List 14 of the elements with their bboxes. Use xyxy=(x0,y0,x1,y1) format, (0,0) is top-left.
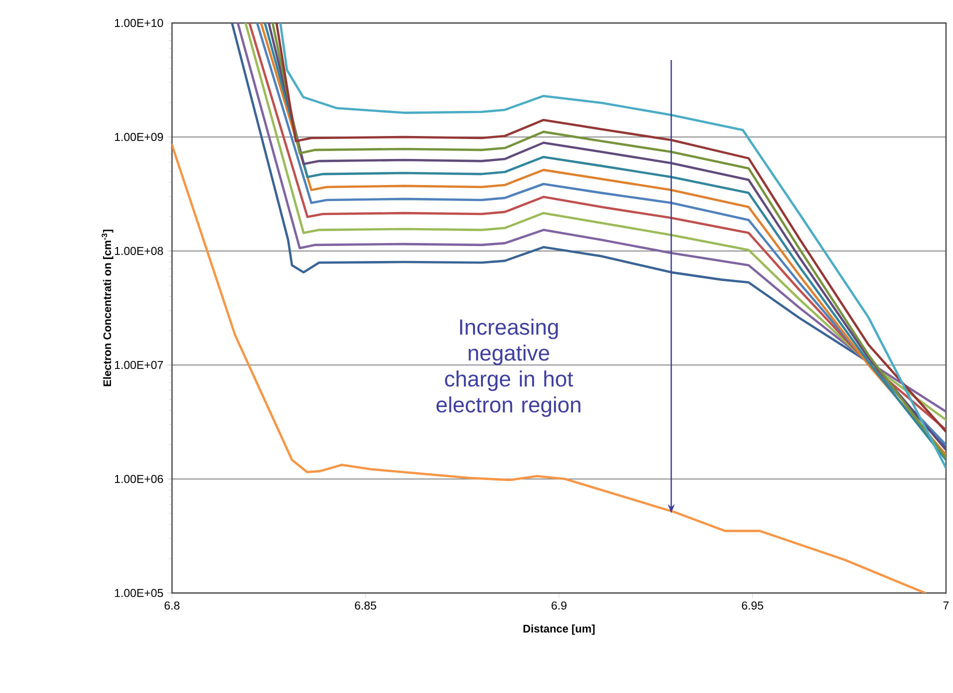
x-tick-label: 7 xyxy=(943,602,949,610)
y-tick-label: 1.00E+09 xyxy=(114,132,163,142)
x-tick-label: 6.9 xyxy=(552,601,566,610)
y-tick-label: 1.00E+06 xyxy=(114,474,163,484)
x-tick-label: 6.85 xyxy=(354,601,376,610)
x-tick-label: 6.95 xyxy=(742,601,764,610)
y-tick-label: 1.00E+10 xyxy=(114,18,164,28)
annotation: Increasing negative charge in hot electron region xyxy=(436,318,580,417)
y-tick-label: 1.00E+05 xyxy=(114,588,163,598)
x-axis-title: Distance [um] xyxy=(524,624,595,635)
y-tick-label: 1.00E+08 xyxy=(114,246,163,256)
y-axis-title: Electron Concentrati on [cm$^{-3}$] xyxy=(102,230,114,386)
y-tick-label: 1.00E+07 xyxy=(114,360,163,370)
x-tick-label: 6.8 xyxy=(164,601,180,610)
